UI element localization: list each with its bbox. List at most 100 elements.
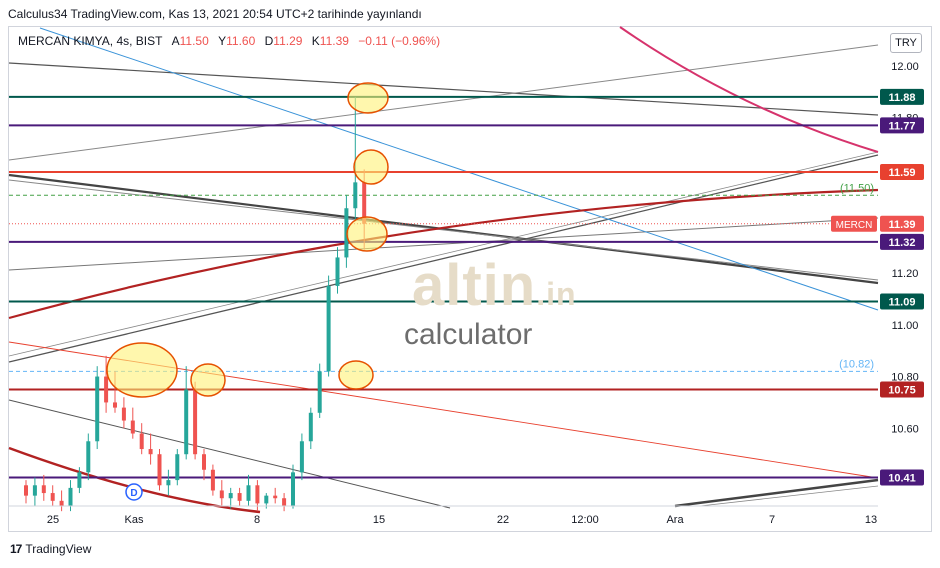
candle: [130, 407, 135, 439]
candle-body: [24, 485, 28, 496]
chart-frame: [8, 26, 932, 532]
trendline: [699, 485, 879, 507]
price-tick-label: 12.00: [891, 61, 919, 73]
price-tick-label: 10.60: [891, 423, 919, 435]
publication-header: Calculus34 TradingView.com, Kas 13, 2021…: [8, 7, 422, 21]
currency-button[interactable]: TRY: [890, 33, 922, 53]
time-tick-label: 22: [497, 514, 509, 526]
highlight-ellipses: D: [106, 82, 389, 501]
candle-body: [308, 412, 313, 442]
candle: [273, 487, 278, 504]
candle-body: [326, 285, 331, 372]
highlight-ellipse: [353, 149, 389, 185]
candle: [282, 493, 287, 512]
candle: [317, 363, 322, 418]
legend-change-value: −0.11 (−0.96%): [358, 34, 441, 48]
candle-body: [50, 493, 55, 501]
candle-body: [228, 493, 233, 499]
candle-body: [41, 485, 46, 494]
candle-body: [255, 485, 260, 504]
candle: [139, 423, 144, 455]
level-label-bg: [880, 117, 924, 134]
time-tick-label: 25: [47, 514, 59, 526]
candle: [219, 480, 224, 506]
time-tick-label: 7: [769, 514, 775, 526]
legend-low-key: D: [264, 34, 274, 48]
candle-body: [264, 495, 269, 504]
watermark-brand-text: altin: [412, 253, 537, 318]
time-tick-label: 15: [373, 514, 385, 526]
legend-open-key: A: [171, 34, 180, 48]
level-label: 10.41: [888, 473, 916, 485]
level-label-bg: [880, 233, 924, 250]
candles: [24, 96, 367, 512]
symbol-price-tag: MERCN: [836, 220, 873, 231]
watermark-suffix: .in: [536, 276, 577, 312]
candle-body: [32, 485, 37, 496]
candle: [50, 485, 55, 506]
symbol-price-tag-bg: [831, 215, 877, 232]
trendline: [674, 478, 879, 508]
candle: [255, 480, 260, 512]
candle: [210, 464, 215, 496]
candle: [308, 407, 313, 450]
candle-body: [139, 433, 144, 450]
candle: [202, 449, 206, 481]
trendline: [8, 62, 879, 116]
dashed-level-label: (10.82): [839, 358, 874, 370]
level-label-bg: [880, 293, 924, 310]
candle-body: [104, 376, 109, 403]
symbol-legend: MERCAN KIMYA, 4s, BIST A11.50 Y11.60 D11…: [18, 34, 440, 48]
candle-body: [362, 182, 367, 224]
level-label-bg: [880, 381, 924, 398]
candle: [184, 366, 189, 460]
candle: [193, 381, 198, 460]
candle: [237, 487, 242, 506]
price-tick-label: 10.80: [891, 372, 919, 384]
candle-body: [68, 487, 73, 506]
level-label-bg: [880, 88, 924, 105]
trendline: [8, 217, 879, 271]
last-price-label-bg: [880, 215, 924, 232]
trendline: [39, 27, 879, 311]
candle: [121, 397, 126, 429]
time-tick-label: Kas: [125, 514, 144, 526]
dividend-marker-label: D: [130, 488, 137, 499]
watermark-subtitle: calculator: [404, 318, 533, 351]
trendline: [8, 399, 451, 509]
level-label: 11.32: [889, 237, 916, 249]
candle: [291, 464, 295, 509]
candle-body: [353, 182, 358, 209]
dividend-marker-icon: [125, 483, 143, 501]
candle-body: [273, 495, 278, 499]
candle-body: [175, 454, 180, 481]
candle: [59, 490, 64, 512]
candle-body: [237, 493, 242, 501]
candle: [86, 433, 91, 481]
highlight-ellipse: [347, 82, 389, 114]
price-tick-label: 11.00: [892, 320, 919, 332]
candle-body: [86, 441, 91, 473]
candle: [32, 477, 37, 506]
time-axis: 25 Kas 8 15 22 12:00 Ara 7 13: [9, 505, 878, 526]
candle-body: [59, 500, 64, 506]
candle-body: [121, 407, 126, 421]
highlight-ellipse: [106, 342, 178, 398]
footer-brand[interactable]: TradingView: [25, 542, 92, 556]
candle: [24, 480, 28, 504]
level-label: 11.09: [889, 296, 916, 308]
pink-curve: [619, 26, 879, 153]
candle: [246, 474, 251, 506]
candle: [41, 474, 46, 501]
time-tick-label: 13: [865, 514, 877, 526]
legend-high-value: 11.60: [226, 34, 256, 48]
candle: [68, 480, 73, 512]
candle: [157, 449, 162, 491]
candle: [95, 366, 100, 450]
candle-body: [210, 469, 215, 491]
legend-open-value: 11.50: [179, 34, 209, 48]
watermark-brand: altin.in: [412, 252, 577, 319]
arc-curve: [8, 188, 879, 320]
candle-body: [299, 441, 304, 473]
